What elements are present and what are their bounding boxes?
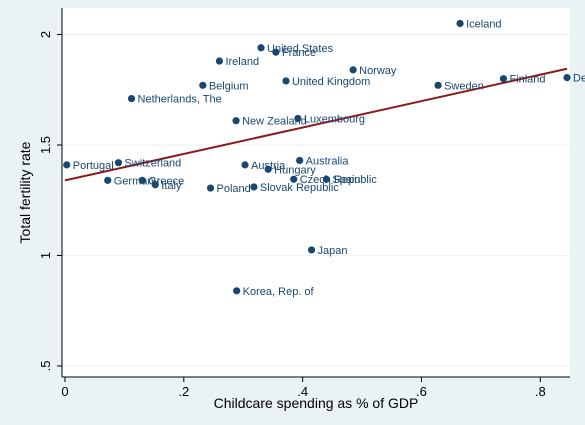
- y-axis-ticks: .5 1 1.5 2: [38, 31, 62, 371]
- data-point-label: Norway: [359, 65, 397, 77]
- data-point-label: Denmark: [573, 73, 585, 85]
- x-tick-label: .4: [297, 384, 308, 399]
- data-point-label: France: [282, 47, 316, 59]
- data-point: [272, 48, 280, 56]
- y-tick-label: 2: [38, 31, 53, 38]
- y-tick-label: .5: [38, 361, 53, 372]
- data-point-label: Switzerland: [124, 158, 181, 170]
- x-axis-title: Childcare spending as % of GDP: [214, 395, 419, 411]
- data-point: [296, 156, 304, 165]
- data-point: [456, 19, 464, 28]
- data-point: [114, 159, 123, 167]
- x-tick-label: .2: [178, 384, 189, 399]
- data-point: [233, 287, 241, 295]
- data-point-label: Ireland: [225, 56, 259, 68]
- x-tick-label: .8: [535, 384, 546, 399]
- plot-area: [62, 8, 570, 377]
- data-point: [206, 184, 215, 192]
- data-point: [563, 74, 571, 82]
- data-point-label: Luxembourg: [304, 113, 365, 125]
- fit-line-layer: [64, 67, 568, 182]
- data-point-label: Korea, Rep. of: [243, 286, 315, 298]
- fit-line: [64, 67, 568, 182]
- data-point: [215, 57, 224, 65]
- data-point-label: United States: [267, 43, 334, 55]
- data-point-label: New Zealand: [242, 116, 307, 128]
- data-point: [290, 175, 298, 183]
- data-point-label: Spain: [332, 174, 360, 186]
- data-point: [199, 81, 207, 89]
- data-point-label: Belgium: [209, 80, 249, 92]
- data-point: [349, 66, 357, 74]
- gridlines: [62, 34, 570, 367]
- data-point: [282, 77, 290, 85]
- data-point-label: Finland: [509, 74, 545, 86]
- data-point: [264, 165, 272, 173]
- data-point-label: Australia: [306, 155, 350, 167]
- data-point: [257, 44, 265, 52]
- data-point-label: Portugal: [73, 160, 114, 172]
- data-point-label: Netherlands, The: [138, 94, 222, 106]
- data-point: [434, 81, 442, 89]
- data-point: [294, 114, 302, 123]
- data-point: [499, 75, 508, 83]
- y-tick-label: 1.5: [38, 136, 53, 154]
- y-axis-title: Total fertility rate: [17, 141, 33, 243]
- x-axis-ticks: 0 .2 .4 .6 .8: [61, 377, 546, 399]
- data-point-label: Slovak Republic: [260, 182, 339, 194]
- data-point-label: Sweden: [444, 80, 484, 92]
- data-point: [241, 161, 249, 169]
- data-point: [307, 246, 316, 254]
- data-point-label: Czech Republic: [300, 174, 378, 186]
- data-point: [138, 176, 146, 184]
- data-point: [151, 181, 159, 189]
- x-tick-label: .6: [416, 384, 427, 399]
- x-tick-label: 0: [61, 384, 68, 399]
- data-point: [104, 176, 112, 184]
- data-point-label: United Kingdom: [292, 76, 370, 88]
- data-point: [127, 94, 136, 103]
- data-point-label: Poland: [217, 183, 251, 195]
- data-point: [232, 117, 240, 125]
- data-point-label: Italy: [161, 180, 182, 192]
- data-point-label: Germany: [114, 175, 160, 187]
- data-point: [250, 183, 258, 191]
- data-point-label: Japan: [318, 245, 348, 257]
- data-point-label: Iceland: [466, 18, 501, 30]
- data-point: [322, 175, 330, 183]
- y-tick-label: 1: [38, 252, 53, 259]
- data-point: [63, 161, 71, 169]
- data-point-label: Hungary: [274, 164, 316, 176]
